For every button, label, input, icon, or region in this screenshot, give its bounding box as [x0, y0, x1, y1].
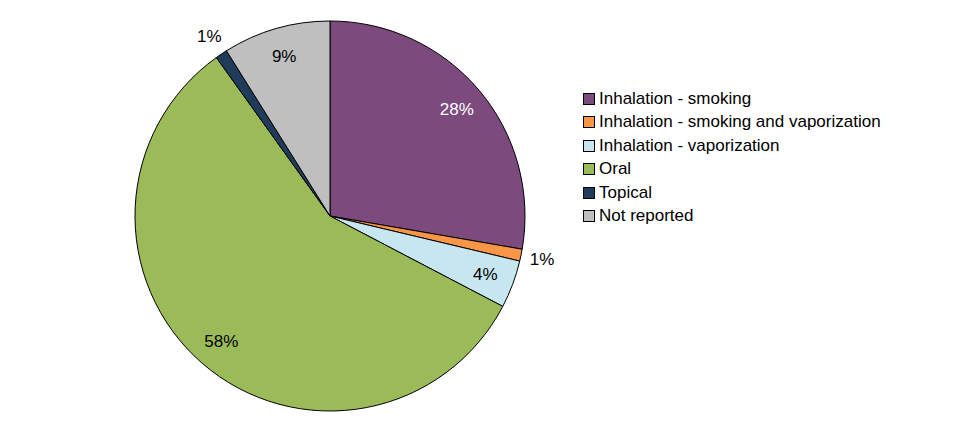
svg-text:9%: 9%	[272, 47, 297, 66]
svg-text:4%: 4%	[473, 265, 498, 284]
html-text:Inhalation - vaporization: Inhalation - vaporization	[599, 135, 780, 155]
html-text:Oral: Oral	[599, 159, 632, 179]
svg-text:28%: 28%	[440, 100, 474, 119]
html-text:Topical: Topical	[599, 182, 652, 202]
html-text:Inhalation - smoking and vapor: Inhalation - smoking and vaporization	[599, 112, 881, 132]
html-text:Inhalation - smoking: Inhalation - smoking	[599, 88, 752, 108]
html-text:Not reported: Not reported	[599, 206, 694, 226]
svg-text:1%: 1%	[530, 250, 555, 269]
svg-text:1%: 1%	[197, 27, 222, 46]
svg-text:58%: 58%	[204, 332, 238, 351]
